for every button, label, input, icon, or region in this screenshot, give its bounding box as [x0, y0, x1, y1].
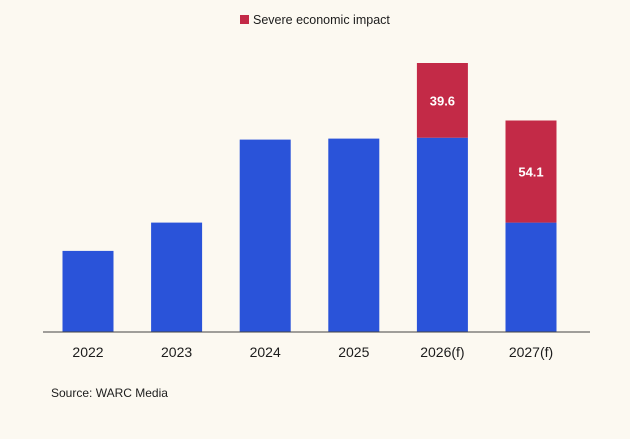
source-note: Source: WARC Media: [51, 386, 168, 400]
legend: Severe economic impact: [240, 13, 390, 27]
bar-base-2023: [151, 222, 203, 332]
data-label-2027(f): 54.1: [518, 165, 543, 180]
bar-base-2025: [328, 138, 380, 332]
bar-severe-economic-impact-2026(f): [416, 63, 468, 138]
x-tick-label-2025: 2025: [338, 344, 369, 360]
bar-base-2027(f): [505, 222, 557, 332]
x-tick-label-2023: 2023: [161, 344, 192, 360]
x-tick-label-2027(f): 2027(f): [509, 344, 553, 360]
x-tick-labels: 2022 2023 2024 2025 2026(f) 2027(f): [72, 344, 553, 360]
x-tick-label-2024: 2024: [250, 344, 281, 360]
data-labels: 39.6 54.1: [430, 93, 544, 179]
legend-swatch-severe-economic-impact: [240, 15, 249, 24]
bar-base-2022: [62, 250, 114, 332]
x-tick-label-2022: 2022: [72, 344, 103, 360]
bar-base-2024: [239, 139, 291, 332]
legend-label-severe-economic-impact: Severe economic impact: [253, 13, 390, 27]
data-label-2026(f): 39.6: [430, 93, 455, 108]
x-tick-label-2026(f): 2026(f): [420, 344, 464, 360]
bar-base-2026(f): [416, 137, 468, 332]
bars: [62, 63, 557, 332]
bar-severe-economic-impact-2027(f): [505, 120, 557, 223]
